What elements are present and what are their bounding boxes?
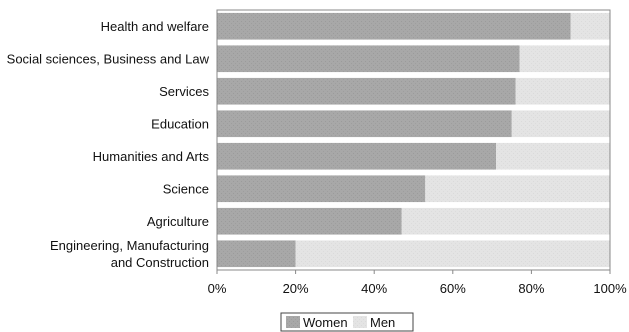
bar-women-4 <box>217 142 497 170</box>
legend-swatch-men <box>353 316 367 328</box>
legend-swatch-women <box>286 316 300 328</box>
x-axis-ticks: 0% 20% 40% 60% 80% 100% <box>208 270 627 296</box>
category-label-7-0: Engineering, Manufacturing <box>50 238 209 253</box>
bars-group <box>217 12 610 268</box>
bar-women-3 <box>217 110 512 138</box>
legend-box <box>280 312 414 332</box>
bar-men-1 <box>519 45 610 73</box>
category-label-0-0: Health and welfare <box>101 19 209 34</box>
x-tick-label-2: 40% <box>361 281 387 296</box>
legend: Women Men <box>280 312 414 332</box>
category-label-3-0: Education <box>151 116 209 131</box>
bar-women-0 <box>217 12 571 40</box>
x-tick-label-5: 100% <box>593 281 627 296</box>
legend-label-women: Women <box>303 315 348 330</box>
bar-men-0 <box>570 12 610 40</box>
category-label-6-0: Agriculture <box>147 214 209 229</box>
category-label-5-0: Science <box>163 181 209 196</box>
x-tick-label-1: 20% <box>283 281 309 296</box>
bar-women-6 <box>217 207 402 235</box>
category-label-1-0: Social sciences, Business and Law <box>7 51 210 66</box>
bar-women-5 <box>217 175 426 203</box>
bar-men-7 <box>295 240 610 268</box>
x-tick-label-0: 0% <box>208 281 227 296</box>
x-tick-label-4: 80% <box>518 281 544 296</box>
bar-men-2 <box>515 77 610 105</box>
legend-label-men: Men <box>370 315 395 330</box>
x-tick-label-3: 60% <box>440 281 466 296</box>
bar-men-3 <box>511 110 610 138</box>
bar-women-1 <box>217 45 520 73</box>
category-label-4-0: Humanities and Arts <box>93 149 210 164</box>
bar-men-5 <box>425 175 610 203</box>
plot-area <box>216 9 611 271</box>
category-label-7-1: and Construction <box>111 255 209 270</box>
bar-women-7 <box>217 240 296 268</box>
bar-men-6 <box>401 207 610 235</box>
bar-men-4 <box>496 142 610 170</box>
bar-women-2 <box>217 77 516 105</box>
category-labels: Health and welfare Social sciences, Busin… <box>7 19 210 270</box>
category-label-2-0: Services <box>159 84 209 99</box>
